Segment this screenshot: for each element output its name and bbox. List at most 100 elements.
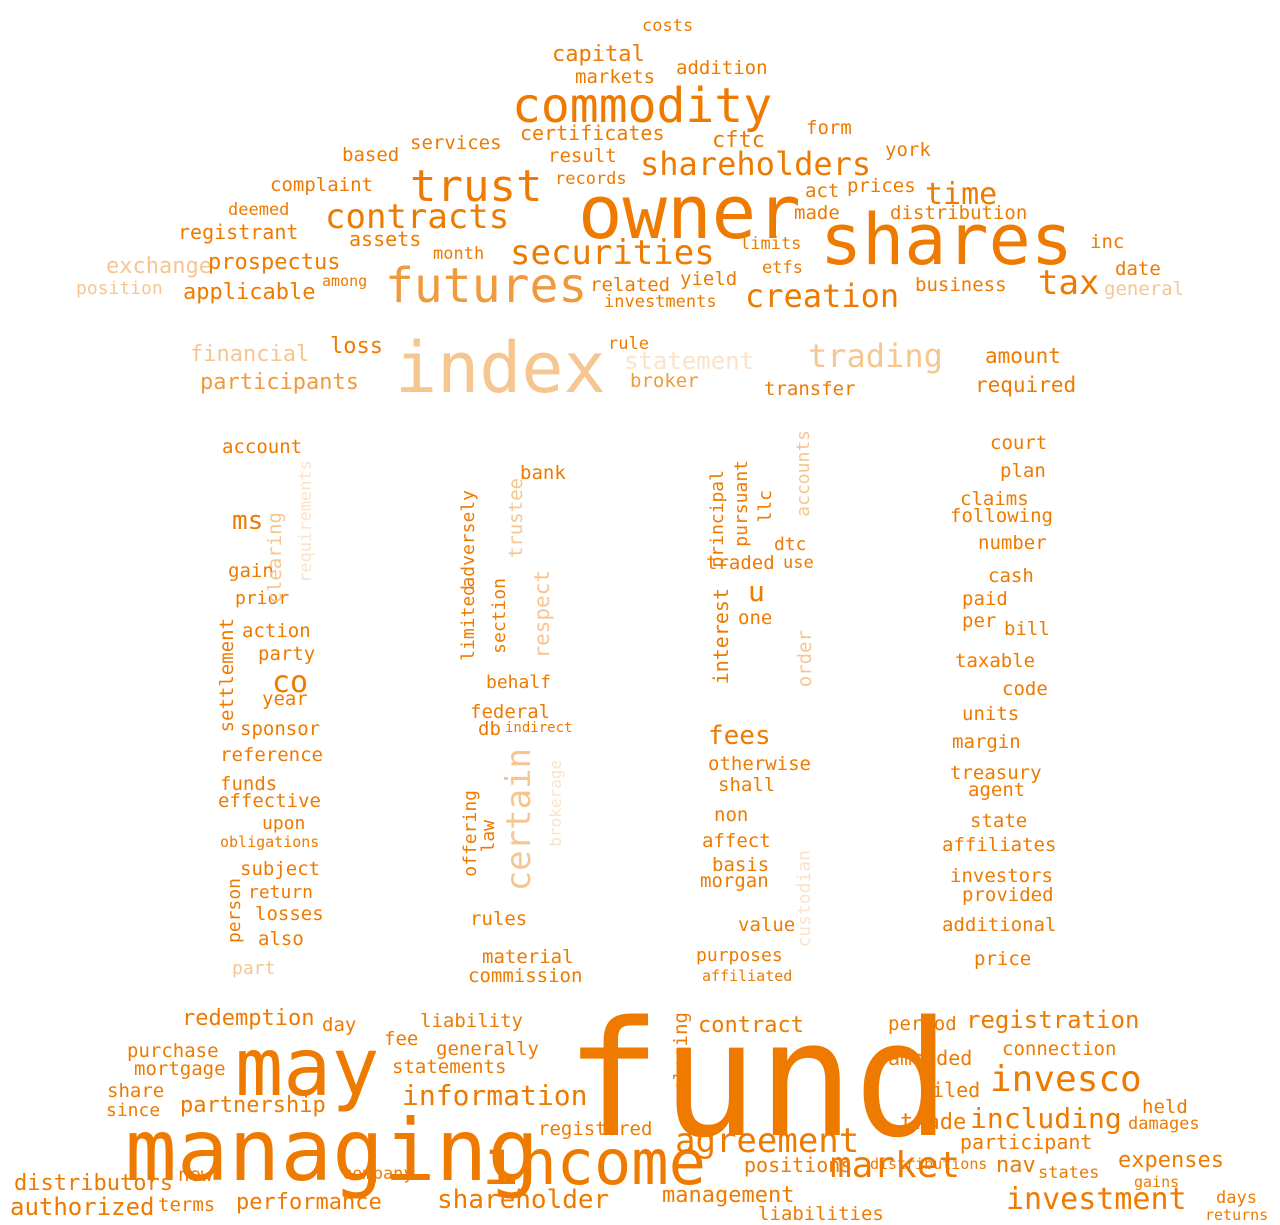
word-applicable: applicable: [183, 280, 316, 305]
word-return: return: [248, 882, 314, 903]
word-subject: subject: [240, 858, 321, 880]
word-treasury: treasury: [950, 762, 1042, 784]
word-states: states: [1038, 1163, 1100, 1183]
word-gains: gains: [1134, 1173, 1180, 1191]
word-section: section: [489, 578, 510, 654]
word-nav: nav: [996, 1153, 1036, 1178]
word-general: general: [1104, 278, 1185, 300]
word-markets: markets: [575, 66, 656, 88]
word-registrant: registrant: [178, 220, 299, 244]
word-code: code: [1002, 678, 1048, 700]
word-market: market: [830, 1145, 961, 1186]
word-cftc: cftc: [712, 128, 765, 153]
word-taxable: taxable: [955, 650, 1036, 672]
word-mortgage: mortgage: [134, 1058, 226, 1080]
word-clearing: clearing: [264, 512, 286, 604]
word-prices: prices: [847, 175, 916, 197]
word-purchase: purchase: [127, 1040, 219, 1062]
word-including: including: [970, 1102, 1122, 1135]
word-result: result: [548, 145, 617, 167]
word-db: db: [478, 718, 501, 740]
word-york: york: [885, 139, 931, 161]
word-custodian: custodian: [794, 850, 815, 948]
word-returns: returns: [1205, 1206, 1269, 1224]
word-basis: basis: [712, 854, 770, 876]
word-also: also: [258, 928, 304, 950]
word-investment: investment: [1006, 1182, 1187, 1217]
word-redemption: redemption: [182, 1006, 315, 1031]
word-fund: fund: [565, 986, 951, 1173]
word-account: account: [222, 436, 303, 458]
word-indirect: indirect: [505, 720, 573, 736]
word-margin: margin: [952, 731, 1021, 753]
word-requirements: requirements: [296, 460, 316, 583]
word-prospectus: prospectus: [208, 250, 341, 275]
word-days: days: [1216, 1188, 1257, 1208]
word-otherwise: otherwise: [708, 753, 811, 775]
word-fees: fees: [708, 721, 771, 751]
word-filed: filed: [920, 1078, 981, 1102]
word-obligations: obligations: [220, 833, 320, 851]
word-morgan: morgan: [700, 870, 769, 892]
word-expenses: expenses: [1118, 1148, 1224, 1173]
word-certain: certain: [499, 748, 539, 892]
word-party: party: [258, 643, 316, 665]
word-generally: generally: [436, 1038, 539, 1060]
word-purposes: purposes: [696, 945, 783, 966]
word-may: may: [235, 1021, 380, 1114]
word-investments: investments: [604, 292, 717, 312]
word-upon: upon: [262, 813, 306, 834]
word-date: date: [1115, 258, 1161, 280]
word-rules: rules: [470, 908, 528, 930]
word-amount: amount: [985, 344, 1061, 368]
word-brokerage: brokerage: [546, 760, 565, 847]
word-certificates: certificates: [520, 121, 665, 145]
word-act: act: [805, 180, 840, 202]
word-damages: damages: [1128, 1114, 1200, 1134]
word-adversely: adversely: [458, 490, 479, 588]
word-complaint: complaint: [270, 174, 373, 196]
word-court: court: [990, 432, 1048, 454]
word-liability: liability: [420, 1010, 523, 1032]
word-financial: financial: [190, 342, 310, 367]
word-fee: fee: [384, 1028, 419, 1050]
word-state: state: [970, 810, 1028, 832]
word-behalf: behalf: [486, 672, 552, 693]
word-affiliated: affiliated: [702, 967, 793, 985]
word-held: held: [1142, 1096, 1188, 1118]
word-participants: participants: [200, 370, 359, 395]
word-amended: amended: [888, 1046, 973, 1070]
word-shareholders: shareholders: [640, 145, 872, 183]
word-contracts: contracts: [325, 197, 510, 237]
word-sponsor: sponsor: [240, 718, 321, 740]
word-effective: effective: [218, 790, 321, 812]
word-business: business: [915, 274, 1007, 296]
word-traded: traded: [706, 552, 775, 574]
word-non: non: [714, 804, 749, 826]
word-position: position: [76, 278, 163, 299]
word-settlement: settlement: [216, 618, 238, 733]
word-period: period: [888, 1013, 957, 1035]
word-bill: bill: [1004, 618, 1050, 640]
word-federal: federal: [470, 701, 551, 723]
word-contract: contract: [698, 1013, 804, 1038]
word-participant: participant: [960, 1130, 1093, 1154]
word-paid: paid: [962, 588, 1008, 610]
word-time: time: [925, 177, 998, 212]
word-required: required: [975, 373, 1077, 397]
word-owner: owner: [578, 170, 801, 256]
word-records: records: [555, 169, 627, 189]
word-rule: rule: [608, 334, 649, 354]
word-affect: affect: [702, 830, 771, 852]
word-statements: statements: [392, 1056, 507, 1078]
word-dtc: dtc: [774, 534, 807, 555]
word-part: part: [232, 958, 276, 979]
word-information: information: [402, 1079, 588, 1112]
word-company: company: [342, 1164, 414, 1184]
word-law: law: [478, 820, 499, 853]
word-co: co: [272, 665, 309, 700]
word-funds: funds: [220, 773, 278, 795]
word-trust: trust: [410, 161, 543, 212]
word-losses: losses: [255, 903, 324, 925]
